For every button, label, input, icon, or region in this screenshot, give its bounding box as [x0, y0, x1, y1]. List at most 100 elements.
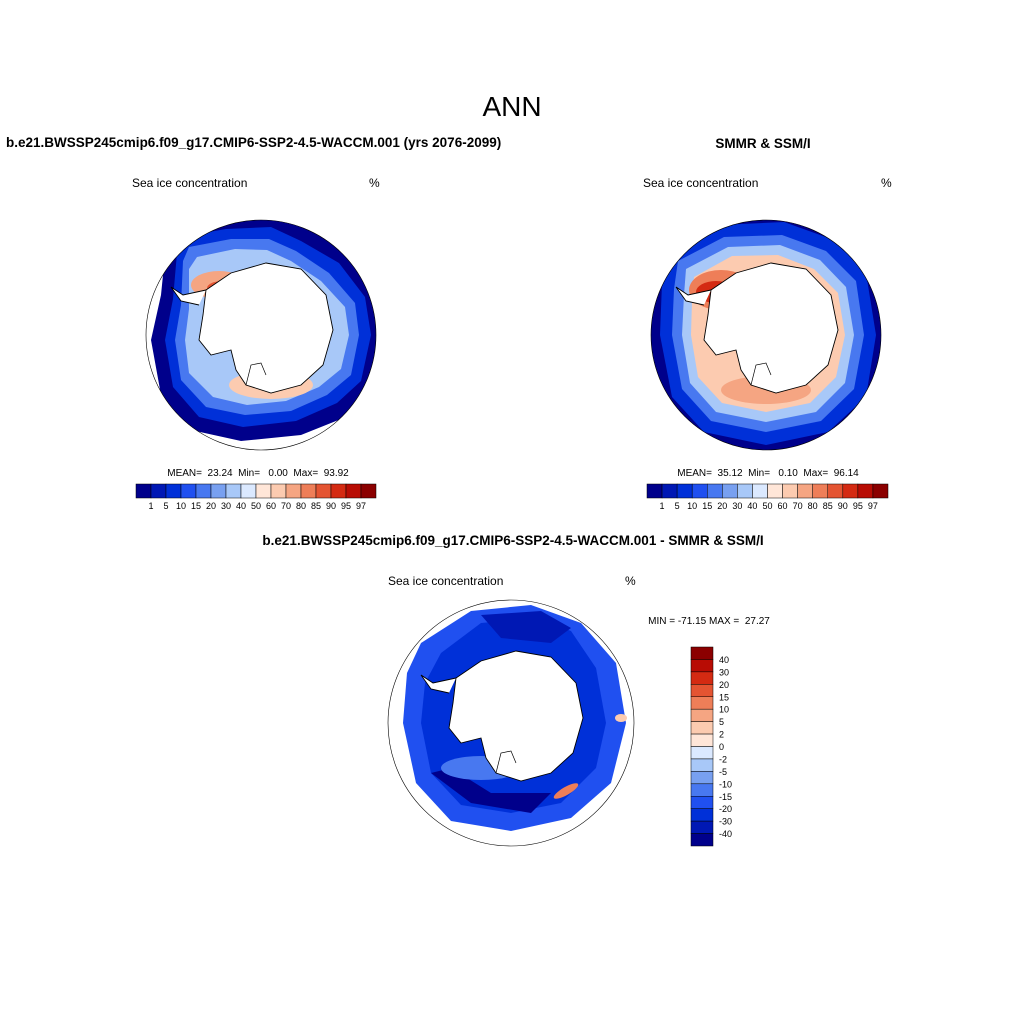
panel-1-variable: Sea ice concentration: [132, 176, 247, 190]
colorbar-obs-tick-label: 30: [732, 501, 742, 511]
colorbar-model-tick-label: 1: [148, 501, 153, 511]
colorbar-model-swatch: [210, 483, 227, 499]
colorbar-difference-tick-label: 40: [719, 655, 729, 665]
figure-title: ANN: [482, 91, 541, 122]
colorbar-model-tick-label: 70: [281, 501, 291, 511]
colorbar-obs-swatch: [676, 483, 693, 499]
colorbar-obs-swatch: [872, 483, 889, 499]
colorbar-model-tick-label: 5: [163, 501, 168, 511]
colorbar-difference-tick-label: 30: [719, 667, 729, 677]
colorbar-obs-swatch: [707, 483, 723, 499]
colorbar-model-tick-label: 20: [206, 501, 216, 511]
panel-2-variable: Sea ice concentration: [643, 176, 758, 190]
colorbar-obs-tick-label: 10: [687, 501, 697, 511]
colorbar-difference-swatch: [690, 808, 714, 822]
colorbar-difference-swatch: [690, 671, 714, 685]
colorbar-model-tick-label: 95: [341, 501, 351, 511]
colorbar-difference-tick-label: -20: [719, 804, 732, 814]
colorbar-model-swatch: [195, 483, 212, 499]
colorbar-obs-tick-label: 15: [702, 501, 712, 511]
colorbar-model-swatch: [225, 483, 242, 499]
colorbar-difference-swatch: [690, 684, 714, 697]
colorbar-difference-swatch: [690, 646, 714, 660]
colorbar-model-swatch: [255, 483, 272, 499]
colorbar-model-swatch: [300, 483, 317, 499]
colorbar-difference-swatch: [690, 659, 714, 673]
colorbar-model-swatch: [270, 483, 287, 499]
colorbar-difference-tick-label: -10: [719, 779, 732, 789]
colorbar-model-tick-label: 60: [266, 501, 276, 511]
colorbar-obs-swatch: [691, 483, 708, 499]
colorbar-model-tick-label: 40: [236, 501, 246, 511]
colorbar-model-swatch: [165, 483, 182, 499]
colorbar-difference-swatch: [690, 733, 714, 747]
colorbar-difference-tick-label: -5: [719, 767, 727, 777]
colorbar-obs-swatch: [737, 483, 753, 499]
panel-1-title: b.e21.BWSSP245cmip6.f09_g17.CMIP6-SSP2-4…: [6, 135, 501, 150]
colorbar-difference-tick-label: 10: [719, 705, 729, 715]
colorbar-difference-swatch: [690, 746, 714, 760]
colorbar-obs-swatch: [661, 483, 678, 499]
panel-3-stats: MIN = -71.15 MAX = 27.27: [648, 616, 770, 627]
colorbar-model-tick-label: 80: [296, 501, 306, 511]
colorbar-difference-tick-label: 0: [719, 742, 724, 752]
colorbar-obs-tick-label: 70: [793, 501, 803, 511]
colorbar-obs-swatch: [646, 483, 663, 499]
colorbar-difference-swatch: [690, 820, 714, 834]
colorbar-difference-tick-label: -15: [719, 792, 732, 802]
colorbar-model-swatch: [330, 483, 347, 499]
colorbar-obs-swatch: [782, 483, 798, 499]
colorbar-model-swatch: [135, 483, 152, 499]
colorbar-obs-tick-label: 97: [868, 501, 878, 511]
colorbar-difference-tick-label: 20: [719, 680, 729, 690]
colorbar-difference-tick-label: -30: [719, 817, 732, 827]
colorbar-model-swatch: [285, 483, 302, 499]
colorbar-difference-swatch: [690, 721, 714, 735]
colorbar-model-swatch: [150, 483, 167, 499]
colorbar-difference-swatch: [690, 758, 714, 772]
colorbar-obs-tick-label: 5: [675, 501, 680, 511]
colorbar-model-tick-label: 50: [251, 501, 261, 511]
colorbar-obs-tick-label: 90: [838, 501, 848, 511]
colorbar-difference-swatch: [690, 696, 714, 710]
colorbar-difference-swatch: [690, 833, 714, 847]
colorbar-difference-tick-label: -40: [719, 829, 732, 839]
colorbar-model-swatch: [345, 483, 362, 499]
colorbar-obs-tick-label: 1: [660, 501, 665, 511]
colorbar-difference-swatch: [690, 796, 714, 809]
panel-3-units: %: [625, 574, 636, 588]
panel-2-units: %: [881, 176, 892, 190]
colorbar-obs-tick-label: 95: [853, 501, 863, 511]
panel-3-variable: Sea ice concentration: [388, 574, 503, 588]
colorbar-model-tick-label: 30: [221, 501, 231, 511]
colorbar-model-swatch: [240, 483, 257, 499]
colorbar-obs: 1 5 10 15 20 30 40 50 60 70 80 85 90 95 97: [646, 483, 889, 511]
colorbar-obs-swatch: [767, 483, 783, 499]
colorbar-difference-swatch: [690, 708, 714, 722]
colorbar-obs-tick-label: 85: [823, 501, 833, 511]
colorbar-obs-swatch: [842, 483, 859, 499]
colorbar-obs-swatch: [812, 483, 828, 499]
colorbar-obs-tick-label: 60: [778, 501, 788, 511]
colorbar-obs-swatch: [722, 483, 738, 499]
colorbar-difference-swatch: [690, 771, 714, 785]
colorbar-obs-swatch: [857, 483, 874, 499]
diff-title: b.e21.BWSSP245cmip6.f09_g17.CMIP6-SSP2-4…: [262, 533, 763, 548]
panel-2-title: SMMR & SSM/I: [715, 136, 810, 151]
colorbar-model: 1 5 10 15 20 30 40 50 60 70 80 85 90 95 97: [135, 483, 377, 511]
panel-1-units: %: [369, 176, 380, 190]
colorbar-difference-swatch: [690, 783, 714, 797]
map-model: [145, 219, 377, 451]
colorbar-model-tick-label: 15: [191, 501, 201, 511]
panel-2-stats: MEAN= 35.12 Min= 0.10 Max= 96.14: [677, 468, 859, 479]
colorbar-model-swatch: [315, 483, 332, 499]
colorbar-obs-tick-label: 40: [747, 501, 757, 511]
colorbar-difference-tick-label: 5: [719, 717, 724, 727]
colorbar-model-tick-label: 85: [311, 501, 321, 511]
colorbar-model-tick-label: 90: [326, 501, 336, 511]
map-difference: [387, 599, 635, 847]
colorbar-obs-swatch: [752, 483, 768, 499]
map-obs: [650, 219, 882, 451]
